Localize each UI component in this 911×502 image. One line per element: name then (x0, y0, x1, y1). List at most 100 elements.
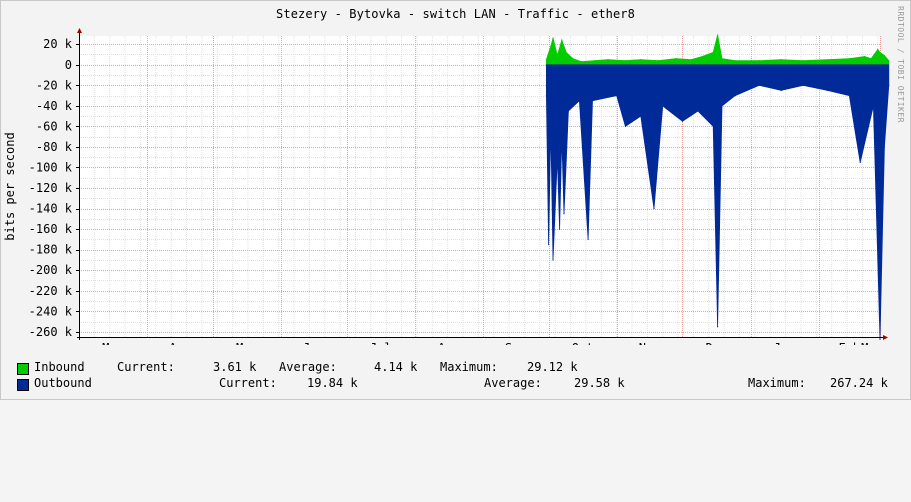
legend-outbound-average: 29.58 k (574, 376, 625, 390)
inbound-swatch (17, 363, 29, 375)
series-point-outbound (681, 120, 684, 122)
legend-outbound-row: Outbound Current: 19.84 k Average: 29.58… (17, 376, 888, 502)
series-point-outbound (717, 326, 719, 328)
legend-inbound-current: 3.61 k (213, 360, 257, 374)
x-tick-label: Nov (639, 341, 661, 345)
series-point-outbound (561, 136, 563, 138)
x-tick-label: Apr (169, 341, 191, 345)
series-point-inbound (701, 55, 703, 58)
series-point-inbound (565, 51, 567, 54)
legend-inbound-average-label: Average: (279, 360, 337, 374)
series-point-outbound (548, 243, 550, 246)
series-point-outbound (721, 105, 723, 107)
legend-outbound-maximum-label: Maximum: (748, 376, 806, 390)
x-tick-label: Feb (838, 341, 860, 345)
series-point-outbound (879, 338, 881, 340)
series-point-outbound (859, 161, 861, 163)
series-point-outbound (591, 100, 594, 102)
x-tick-label: May (236, 341, 258, 345)
y-tick-label: -40 k (36, 99, 73, 113)
y-tick-label: 0 (65, 58, 72, 72)
x-tick-label: Mar (861, 341, 883, 345)
legend-outbound-current: 19.84 k (307, 376, 358, 390)
y-tick-label: -180 k (29, 243, 73, 257)
series-point-inbound (879, 51, 881, 54)
legend-outbound-maximum: 267.24 k (830, 376, 888, 390)
series-point-inbound (848, 58, 850, 60)
y-tick-label: -100 k (29, 160, 73, 174)
series-point-outbound (563, 213, 565, 215)
series-point-outbound (552, 259, 554, 261)
series-point-inbound (826, 59, 828, 61)
series-point-inbound (580, 61, 583, 63)
legend-outbound-label: Outbound (34, 376, 92, 390)
series-point-inbound (657, 60, 659, 62)
series-point-outbound (578, 100, 580, 102)
y-tick-label: -220 k (29, 284, 73, 298)
y-tick-label: -140 k (29, 202, 73, 216)
legend-inbound-maximum: 29.12 k (527, 360, 578, 374)
series-point-inbound (870, 58, 872, 60)
legend-outbound-current-label: Current: (219, 376, 277, 390)
series-area-outbound (546, 64, 890, 340)
legend-inbound-average: 4.14 k (374, 360, 418, 374)
x-tick-label: Sep (505, 341, 527, 345)
series-point-inbound (721, 58, 723, 60)
series-point-outbound (780, 89, 782, 92)
series-point-inbound (594, 60, 596, 62)
series-point-outbound (872, 105, 875, 107)
series-point-outbound (556, 156, 559, 158)
series-point-inbound (864, 55, 866, 58)
x-tick-label: Jun (303, 341, 325, 345)
series-point-inbound (607, 59, 609, 61)
series-point-inbound (802, 60, 804, 62)
y-tick-label: -240 k (29, 304, 73, 318)
series-point-inbound (877, 48, 879, 50)
y-tick-label: 20 k (43, 37, 73, 51)
x-tick-label: Oct (572, 341, 594, 345)
series-point-inbound (883, 54, 885, 57)
legend-inbound-maximum-label: Maximum: (440, 360, 498, 374)
legend-inbound-label: Inbound (34, 360, 85, 374)
y-tick-label: -120 k (29, 181, 73, 195)
series-point-outbound (662, 105, 664, 107)
series-point-inbound (758, 60, 760, 62)
y-tick-label: -20 k (36, 78, 73, 92)
series-point-inbound (572, 58, 574, 60)
y-axis-title: bits per second (3, 132, 17, 240)
x-tick-label: Mar (102, 341, 124, 345)
y-axis-arrow (77, 28, 82, 33)
x-axis-arrow (883, 335, 888, 340)
series-point-outbound (697, 110, 699, 112)
series-point-outbound (559, 228, 561, 230)
series-point-outbound (734, 94, 736, 97)
series-point-inbound (550, 45, 552, 47)
series-point-outbound (712, 125, 714, 128)
series-point-outbound (640, 115, 642, 117)
series-point-outbound (653, 207, 655, 210)
y-tick-label: -60 k (36, 119, 73, 133)
series-point-outbound (802, 84, 804, 86)
legend-outbound-average-label: Average: (484, 376, 542, 390)
series-point-inbound (675, 58, 677, 60)
series-point-outbound (758, 84, 760, 86)
series-point-inbound (734, 60, 736, 62)
legend-inbound-current-label: Current: (117, 360, 175, 374)
series-point-outbound (545, 94, 548, 97)
series-point-inbound (624, 60, 627, 62)
series-point-outbound (587, 238, 589, 241)
series-point-outbound (888, 84, 890, 86)
series-point-inbound (690, 59, 692, 61)
traffic-chart: 20 k 0 -20 k -40 k -60 k -80 k -100 k -120 k -14… (3, 28, 890, 345)
series-point-outbound (616, 94, 618, 97)
y-tick-label: -200 k (29, 263, 73, 277)
series-point-outbound (848, 94, 850, 97)
y-tick-label: -160 k (29, 222, 73, 236)
chart-title: Stezery - Bytovka - switch LAN - Traffic… (276, 7, 635, 21)
series-area-inbound (546, 34, 890, 66)
series-point-inbound (561, 39, 563, 41)
series-point-inbound (888, 60, 890, 62)
series-point-inbound (780, 59, 782, 61)
y-tick-label: -260 k (29, 325, 73, 339)
series-point-inbound (545, 59, 548, 61)
